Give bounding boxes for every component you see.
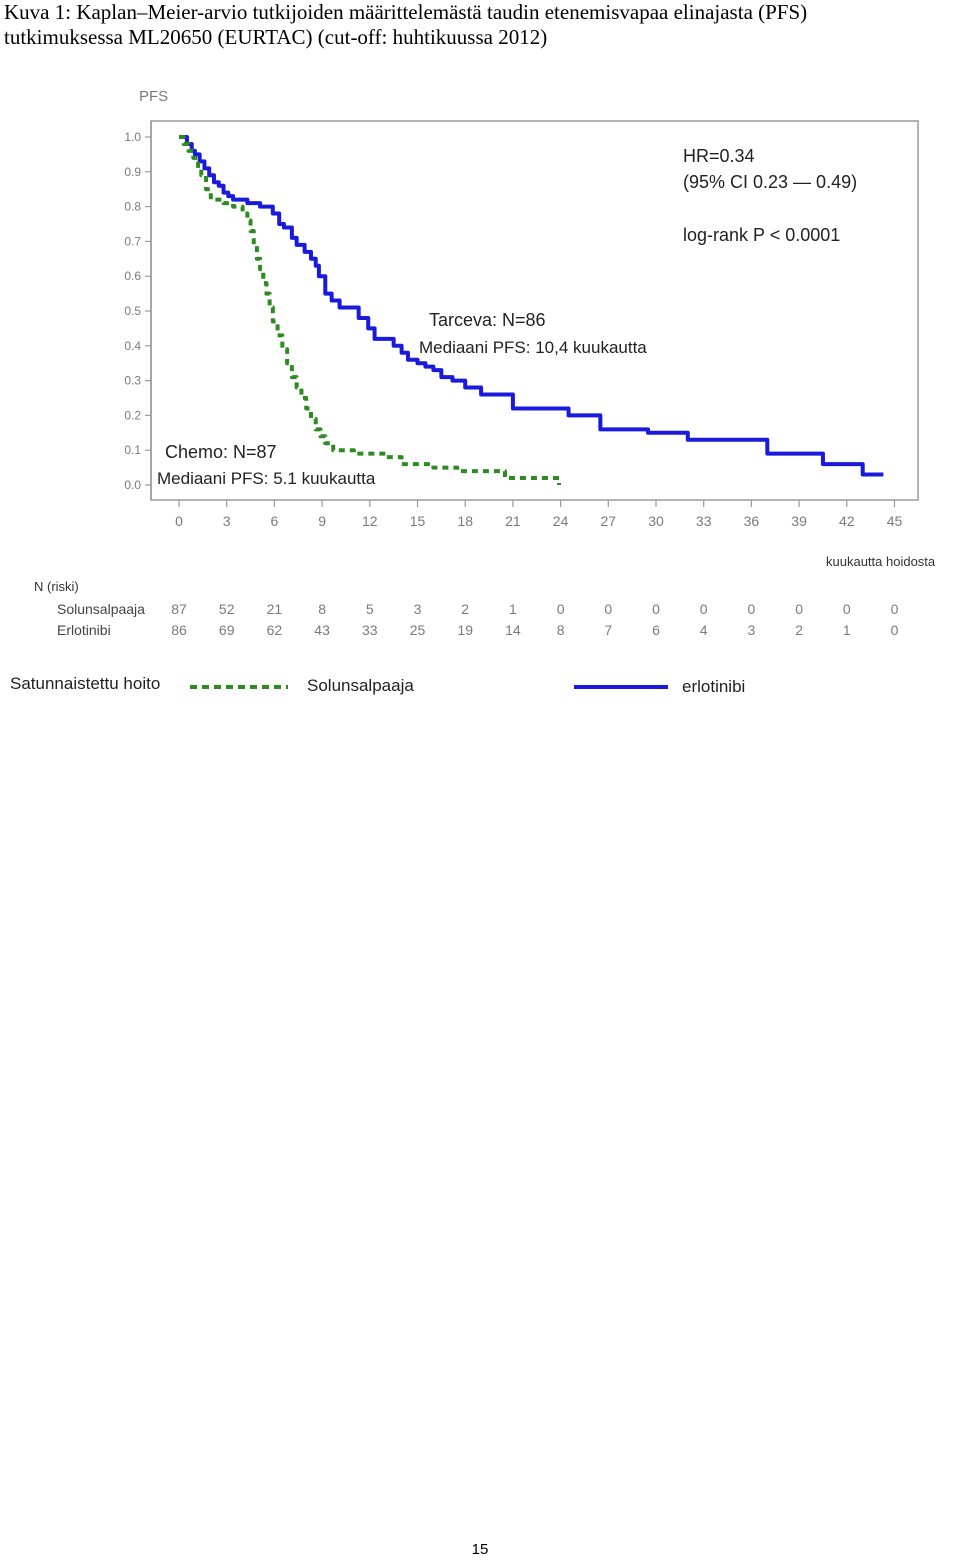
tarceva-n-annotation: Tarceva: N=86 <box>429 310 546 330</box>
x-tick-label: 39 <box>791 513 807 529</box>
x-tick-label: 30 <box>648 513 664 529</box>
risk-row-label: Solunsalpaaja <box>57 601 145 617</box>
hr-annotation: HR=0.34 <box>683 146 755 166</box>
x-tick-label: 15 <box>410 513 426 529</box>
risk-value: 62 <box>267 622 283 638</box>
y-tick-label: 1.0 <box>124 130 141 144</box>
x-tick-label: 21 <box>505 513 521 529</box>
risk-table: Solunsalpaaja 87 52 21 8 5 3 2 1 0 0 0 0 0 0 0 0Erlotini… <box>57 601 899 638</box>
risk-value: 33 <box>362 622 378 638</box>
risk-value: 5 <box>366 601 374 617</box>
legend-title: Satunnaistettu hoito <box>10 674 160 693</box>
x-axis-label: kuukautta hoidosta <box>826 554 936 569</box>
risk-value: 0 <box>843 601 851 617</box>
risk-value: 0 <box>604 601 612 617</box>
risk-row-label: Erlotinibi <box>57 622 111 638</box>
y-axis-label: PFS <box>139 88 168 105</box>
y-tick-label: 0.8 <box>124 200 141 214</box>
page-number: 15 <box>471 1541 489 1558</box>
risk-value: 6 <box>652 622 660 638</box>
risk-value: 43 <box>314 622 330 638</box>
x-tick-label: 3 <box>223 513 231 529</box>
curve-solunsalpaaja <box>179 135 562 485</box>
y-tick-label: 0.0 <box>124 478 141 492</box>
chemo-n-annotation: Chemo: N=87 <box>165 442 277 462</box>
risk-value: 19 <box>457 622 473 638</box>
chemo-median-annotation: Mediaani PFS: 5.1 kuukautta <box>157 469 376 488</box>
risk-value: 0 <box>891 601 899 617</box>
legend-label-solunsalpaaja: Solunsalpaaja <box>307 676 414 695</box>
risk-value: 14 <box>505 622 521 638</box>
y-tick-label: 0.4 <box>124 339 141 353</box>
curve-erlotinibi <box>179 135 884 477</box>
ci-annotation: (95% CI 0.23 — 0.49) <box>683 172 857 192</box>
risk-value: 52 <box>219 601 235 617</box>
y-tick-label: 0.7 <box>124 234 141 248</box>
caption-line-1: Kuva 1: Kaplan–Meier-arvio tutkijoiden m… <box>4 0 808 24</box>
risk-value: 8 <box>318 601 326 617</box>
risk-value: 3 <box>414 601 422 617</box>
x-tick-label: 36 <box>744 513 760 529</box>
risk-value: 2 <box>795 622 803 638</box>
risk-value: 8 <box>557 622 565 638</box>
risk-table-title: N (riski) <box>34 579 79 594</box>
figure-caption: Kuva 1: Kaplan–Meier-arvio tutkijoiden m… <box>4 0 959 50</box>
risk-value: 0 <box>700 601 708 617</box>
risk-value: 0 <box>748 601 756 617</box>
y-tick-label: 0.9 <box>124 165 141 179</box>
x-tick-label: 24 <box>553 513 569 529</box>
risk-value: 0 <box>891 622 899 638</box>
survival-curves <box>179 135 884 485</box>
risk-value: 7 <box>604 622 612 638</box>
x-tick-label: 45 <box>887 513 903 529</box>
x-tick-label: 6 <box>271 513 279 529</box>
y-tick-label: 0.1 <box>124 443 141 457</box>
risk-value: 1 <box>509 601 517 617</box>
risk-value: 86 <box>171 622 187 638</box>
risk-value: 0 <box>652 601 660 617</box>
logrank-annotation: log-rank P < 0.0001 <box>683 225 840 245</box>
y-tick-label: 0.2 <box>124 408 141 422</box>
risk-value: 3 <box>748 622 756 638</box>
risk-value: 87 <box>171 601 187 617</box>
x-tick-label: 18 <box>457 513 473 529</box>
y-tick-label: 0.6 <box>124 269 141 283</box>
km-chart: PFS 0.0 0.1 0.2 0.3 0.4 0.5 0.6 0.7 0.8 0.9 1.0 0 3… <box>10 88 936 696</box>
y-tick-label: 0.3 <box>124 374 141 388</box>
x-tick-label: 33 <box>696 513 712 529</box>
x-axis-ticks: 0 3 6 9 12 15 18 21 24 27 30 33 36 39 42 45 <box>175 500 902 529</box>
risk-value: 25 <box>410 622 426 638</box>
tarceva-median-annotation: Mediaani PFS: 10,4 kuukautta <box>419 338 647 357</box>
x-tick-label: 12 <box>362 513 378 529</box>
risk-value: 21 <box>267 601 283 617</box>
risk-value: 69 <box>219 622 235 638</box>
y-tick-label: 0.5 <box>124 304 141 318</box>
x-tick-label: 42 <box>839 513 855 529</box>
x-tick-label: 27 <box>601 513 617 529</box>
risk-value: 2 <box>461 601 469 617</box>
risk-value: 1 <box>843 622 851 638</box>
risk-value: 0 <box>795 601 803 617</box>
x-tick-label: 9 <box>318 513 326 529</box>
caption-line-2: tutkimuksessa ML20650 (EURTAC) (cut-off:… <box>4 25 548 49</box>
risk-value: 4 <box>700 622 708 638</box>
legend-label-erlotinibi: erlotinibi <box>682 677 745 696</box>
x-tick-label: 0 <box>175 513 183 529</box>
risk-value: 0 <box>557 601 565 617</box>
y-axis-ticks: 0.0 0.1 0.2 0.3 0.4 0.5 0.6 0.7 0.8 0.9 1.0 <box>124 130 151 492</box>
